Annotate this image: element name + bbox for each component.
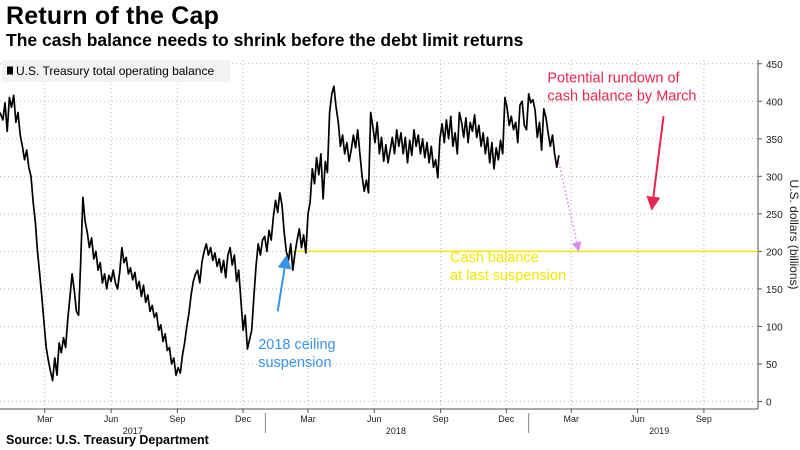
annotation-rundown-text: cash balance by March <box>547 89 696 105</box>
legend-label: U.S. Treasury total operating balance <box>16 64 214 78</box>
annotation-rundown-arrow <box>646 116 665 211</box>
annotation-cash-text: at last suspension <box>450 268 566 284</box>
annotation-suspension-text: suspension <box>258 355 331 371</box>
x-year-label: 2017 <box>123 426 143 436</box>
x-tick-label: Sep <box>433 414 449 424</box>
y-tick-label: 100 <box>766 322 783 333</box>
x-tick-label: Mar <box>37 414 53 424</box>
chart-title: Return of the Cap <box>6 2 220 30</box>
x-year-label: 2018 <box>386 426 406 436</box>
legend: U.S. Treasury total operating balance <box>2 60 230 82</box>
grid <box>0 60 758 409</box>
y-tick-label: 350 <box>766 135 783 146</box>
source-note: Source: U.S. Treasury Department <box>6 433 209 447</box>
y-tick-label: 450 <box>766 60 783 71</box>
x-tick-label: Dec <box>235 414 252 424</box>
annotation-rundown-text: Potential rundown of <box>547 71 680 87</box>
y-tick-label: 200 <box>766 247 783 258</box>
annotation-suspension-text: 2018 ceiling <box>258 337 335 353</box>
y-axis-title: U.S. dollars (billions) <box>787 179 800 289</box>
y-tick-label: 300 <box>766 172 783 183</box>
annotation-suspension-arrow <box>276 254 292 312</box>
annotations: 2018 ceiling suspension Cash balance at las… <box>258 71 696 371</box>
x-year-label: 2019 <box>649 426 669 436</box>
x-tick-label: Jun <box>630 414 645 424</box>
chart-subtitle: The cash balance needs to shrink before … <box>6 30 524 50</box>
series-line <box>0 85 560 382</box>
projection-arrow <box>558 162 582 252</box>
chart-plot: 0 50 100 150 200 250 300 350 400 450 U.S. dollars … <box>0 60 800 436</box>
annotation-cash-text: Cash balance <box>450 250 539 266</box>
x-tick-label: Jun <box>367 414 382 424</box>
x-tick-label: Sep <box>169 414 185 424</box>
y-tick-label: 50 <box>766 360 778 371</box>
x-tick-label: Mar <box>300 414 316 424</box>
y-tick-label: 250 <box>766 210 783 221</box>
y-tick-label: 400 <box>766 97 783 108</box>
series-layer <box>0 85 582 382</box>
x-tick-label: Jun <box>104 414 119 424</box>
axes: 0 50 100 150 200 250 300 350 400 450 U.S. dollars … <box>0 60 800 436</box>
y-tick-label: 0 <box>766 397 772 408</box>
x-tick-label: Sep <box>696 414 712 424</box>
x-tick-label: Mar <box>563 414 579 424</box>
x-tick-label: Dec <box>498 414 515 424</box>
y-tick-label: 150 <box>766 285 783 296</box>
